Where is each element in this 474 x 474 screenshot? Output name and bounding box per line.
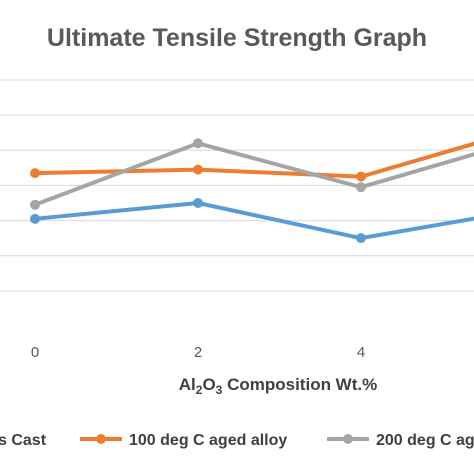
legend-label: 100 deg C aged alloy: [129, 432, 287, 449]
legend: s Cast 100 deg C aged alloy 200 deg C ag: [0, 432, 474, 449]
x-tick-label: 0: [31, 344, 39, 361]
data-point: [30, 168, 40, 179]
x-tick-label: 2: [194, 344, 202, 361]
series-lines: [30, 138, 474, 244]
legend-marker: [343, 434, 353, 444]
data-point: [193, 198, 203, 208]
chart-title: Ultimate Tensile Strength Graph: [47, 24, 427, 52]
data-point: [356, 171, 366, 182]
data-point: [356, 182, 366, 193]
series-line: [34, 201, 474, 241]
gridlines: [0, 79, 474, 292]
data-point: [30, 199, 40, 210]
legend-label: 200 deg C ag: [376, 432, 474, 449]
data-point: [30, 213, 40, 224]
series-line: [34, 141, 474, 207]
data-point: [193, 164, 203, 175]
x-tick-label: 4: [357, 344, 365, 361]
legend-label: s Cast: [0, 432, 47, 449]
series-line: [34, 141, 474, 179]
x-tick-labels: 0246: [31, 344, 365, 361]
x-axis-title: Al2O3 Composition Wt.%: [179, 375, 377, 397]
legend-marker: [96, 434, 106, 444]
data-point: [356, 233, 366, 244]
data-point: [193, 138, 203, 149]
